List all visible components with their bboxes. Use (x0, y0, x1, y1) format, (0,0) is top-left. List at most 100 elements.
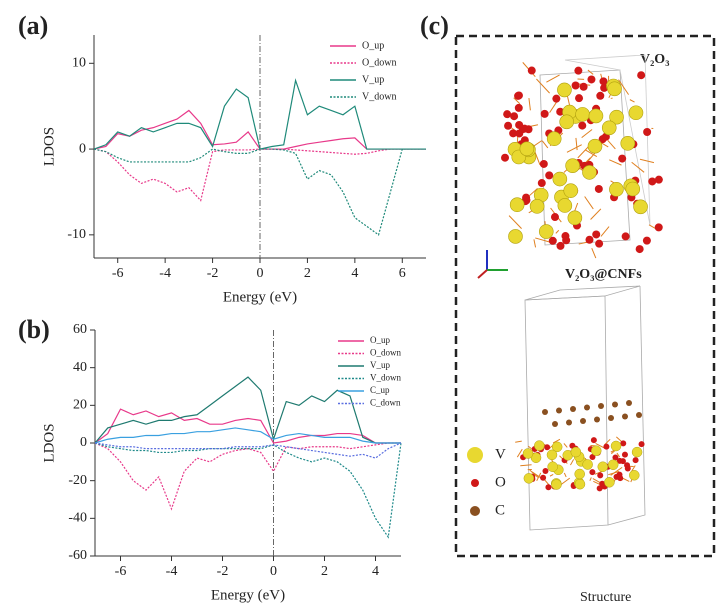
bond (528, 445, 532, 450)
atom-o (654, 175, 663, 184)
series-line (94, 376, 401, 444)
atom-o (620, 440, 627, 447)
atom-o (585, 235, 594, 244)
structure-image (467, 54, 663, 531)
atom-v (551, 441, 563, 453)
atom-v (607, 459, 619, 470)
panel-label: (b) (18, 315, 50, 344)
bond (577, 145, 590, 159)
atom-c (594, 416, 600, 423)
bond (535, 237, 551, 243)
atom-v (604, 477, 615, 488)
y-tick-label: 40 (73, 360, 87, 375)
atom-v (587, 138, 603, 154)
atom-v (547, 461, 558, 472)
atom-o (540, 109, 549, 118)
bond (549, 101, 558, 113)
legend-label: O_down (370, 348, 401, 358)
atom-v (559, 114, 574, 130)
y-tick-label: -60 (68, 548, 87, 563)
bond (563, 472, 567, 478)
bond (563, 443, 568, 448)
atom-o (544, 444, 551, 451)
bond (610, 466, 623, 476)
atom-v (574, 468, 585, 480)
atom-c (556, 407, 562, 414)
atom-o (637, 71, 646, 80)
atom-c (598, 403, 604, 409)
atom-o (624, 462, 631, 469)
atom-o (635, 245, 644, 254)
atom-o (599, 77, 608, 86)
bond (609, 159, 622, 166)
legend-label: V_up (370, 360, 390, 370)
y-tick-label: 0 (79, 141, 86, 156)
atom-o (596, 91, 605, 100)
atom-o (603, 443, 610, 450)
atom-v (597, 461, 609, 472)
atom-v (519, 141, 535, 157)
atom-c (626, 400, 632, 406)
x-axis-label: Energy (eV) (223, 289, 297, 305)
legend-swatch (467, 447, 483, 463)
atom-o (504, 121, 513, 130)
atom-o (579, 82, 588, 91)
bond (520, 464, 532, 467)
bond (581, 129, 593, 139)
legend-swatch (470, 506, 480, 516)
x-tick-label: 4 (351, 266, 358, 281)
x-tick-label: -6 (115, 564, 127, 579)
atom-o (514, 91, 523, 100)
atom-o (548, 236, 557, 245)
atom-c (622, 413, 628, 420)
atom-o (654, 223, 663, 232)
panel-label: (a) (18, 11, 48, 40)
atom-o (510, 112, 519, 121)
atom-o (545, 484, 552, 491)
legend-label: C (495, 502, 505, 518)
atom-v (609, 182, 624, 197)
atom-v (523, 473, 535, 484)
panel-label: (c) (420, 11, 449, 40)
bond (546, 74, 560, 83)
atom-v (620, 136, 636, 151)
bond (541, 140, 549, 149)
atom-o (556, 107, 565, 116)
atom-v (522, 448, 534, 459)
bond (607, 140, 616, 150)
x-tick-label: 4 (372, 564, 379, 579)
atom-v (508, 229, 523, 244)
legend-label: O_up (362, 40, 384, 51)
atom-o (648, 177, 657, 186)
atom-c (580, 418, 586, 424)
bond (575, 137, 578, 151)
atom-o (618, 154, 627, 163)
atom-c (552, 421, 558, 427)
atom-o (638, 441, 645, 448)
atom-v (529, 199, 545, 214)
atom-v (534, 440, 545, 451)
atom-v (590, 445, 602, 456)
bond (570, 459, 575, 466)
atom-v (546, 131, 562, 147)
bond (639, 158, 655, 164)
atom-c (542, 409, 548, 415)
x-axis-label: Energy (eV) (211, 587, 285, 603)
bond (591, 247, 597, 259)
atom-o (632, 457, 639, 464)
atom-v (538, 224, 554, 239)
atom-v (582, 165, 597, 180)
atom-o (552, 94, 561, 103)
x-tick-label: 2 (304, 266, 311, 281)
atom-v (575, 107, 590, 122)
structure-title: V₂O₃ (640, 52, 669, 67)
structure-title: V₂O₃@CNFs (565, 267, 642, 282)
bond (549, 474, 554, 477)
caption: Structure (580, 590, 631, 605)
series-line (94, 427, 401, 444)
atom-o (539, 159, 548, 168)
x-tick-label: -4 (159, 266, 171, 281)
bond (590, 208, 602, 220)
atom-o (621, 451, 628, 458)
x-tick-label: 2 (321, 564, 328, 579)
